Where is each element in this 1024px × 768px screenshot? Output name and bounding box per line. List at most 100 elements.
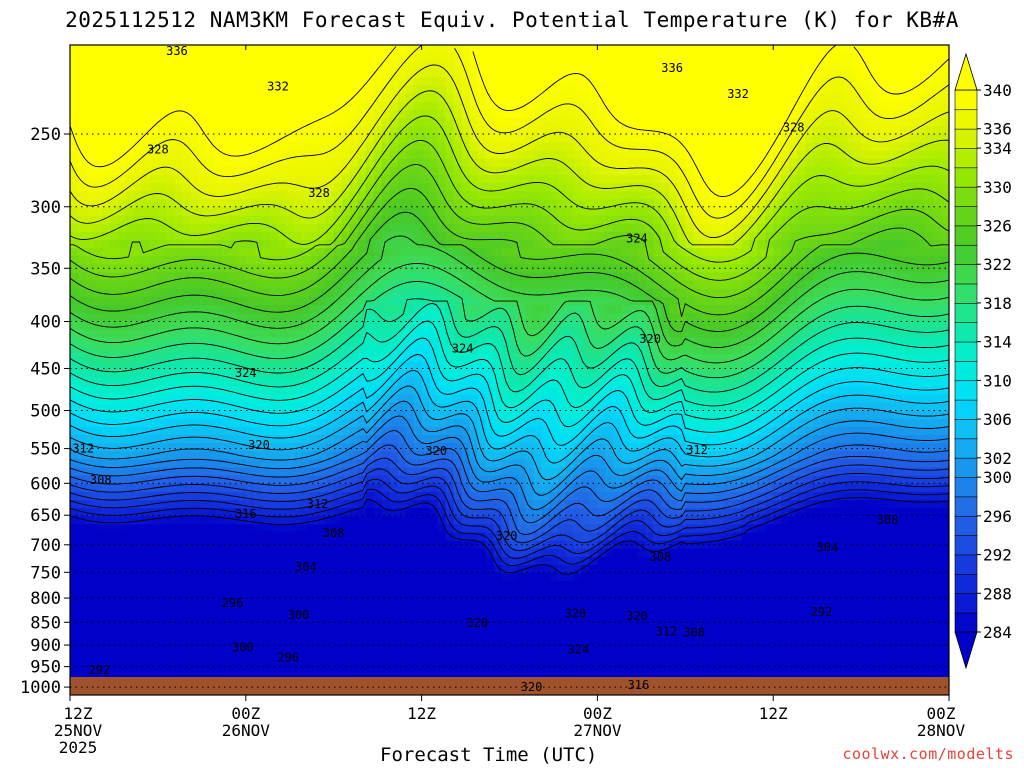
contour-label-21: 312	[686, 443, 708, 457]
ytick-label-400: 400	[30, 313, 61, 333]
contour-label-7: 324	[626, 232, 648, 246]
colorbar-swatch-322	[954, 244, 978, 265]
contour-324	[70, 211, 949, 333]
xtick-label-48-0: 12Z	[759, 704, 788, 723]
contour-label-31: 304	[817, 541, 839, 555]
colorbar-label-300: 300	[983, 468, 1012, 487]
colorbar-label-340: 340	[983, 81, 1012, 100]
contour-304	[70, 385, 949, 481]
credit-text: coolwx.com/modelts	[842, 745, 1014, 763]
chart-title: 2025112512 NAM3KM Forecast Equiv. Potent…	[65, 8, 959, 32]
colorbar-label-292: 292	[983, 546, 1012, 565]
contour-332	[70, 115, 949, 263]
contour-label-35: 296	[277, 650, 299, 664]
colorbar-label-336: 336	[983, 120, 1012, 139]
colorbar-swatch-306	[954, 399, 978, 420]
xtick-label-0-0: 12Z	[64, 704, 93, 723]
xtick-label-60-1: 28NOV	[917, 721, 966, 740]
contour-label-16: 320	[626, 609, 648, 623]
colorbar-swatch-286	[954, 592, 978, 614]
ytick-label-900: 900	[30, 636, 61, 656]
colorbar-label-288: 288	[983, 584, 1012, 603]
contour-label-24: 308	[90, 473, 112, 487]
contour-label-6: 328	[308, 186, 330, 200]
colorbar-swatch-332	[954, 147, 978, 169]
colorbar-swatch-300	[954, 457, 978, 478]
contour-label-12: 320	[425, 444, 447, 458]
theta-e-field	[70, 45, 949, 695]
ytick-label-500: 500	[30, 402, 61, 422]
contour-312	[70, 320, 949, 420]
contour-label-15: 320	[565, 607, 587, 621]
contour-320	[70, 263, 949, 364]
ground-surface	[70, 677, 949, 695]
colorbar-swatch-324	[954, 225, 978, 246]
contour-label-36: 292	[88, 663, 110, 677]
contour-288	[70, 488, 949, 567]
y-axis: 250 300 350 400 450 500 550 600 650 700 750 800 850 9…	[20, 125, 70, 698]
contour-296	[70, 444, 949, 535]
colorbar-swatch-308	[954, 380, 978, 401]
ytick-label-850: 850	[30, 613, 61, 633]
contour-label-13: 320	[496, 529, 518, 543]
ytick-label-800: 800	[30, 589, 61, 609]
ytick-label-600: 600	[30, 474, 61, 494]
x-axis-label: Forecast Time (UTC)	[380, 744, 598, 766]
contour-label-26: 308	[323, 526, 345, 540]
colorbar-swatch-318	[954, 283, 978, 304]
contour-label-19: 316	[628, 678, 650, 692]
contour-306	[70, 369, 949, 464]
contour-label-25: 308	[877, 513, 899, 527]
colorbar-swatch-312	[954, 341, 978, 362]
xtick-label-60-0: 00Z	[927, 704, 956, 723]
contour-308	[70, 353, 949, 446]
ytick-label-1000: 1000	[20, 678, 61, 698]
contour-label-11: 320	[248, 438, 270, 452]
contour-label-37: 292	[811, 605, 833, 619]
colorbar-swatch-296	[954, 496, 978, 517]
colorbar-swatch-336	[954, 109, 978, 130]
colorbar-swatch-314	[954, 321, 978, 343]
colorbar-swatch-288	[954, 573, 978, 594]
xtick-label-0-2: 2025	[59, 738, 98, 757]
ytick-label-950: 950	[30, 658, 61, 678]
colorbar-swatch-320	[954, 263, 978, 285]
contour-label-17: 320	[521, 680, 543, 694]
ytick-label-300: 300	[30, 198, 61, 218]
colorbar-label-302: 302	[983, 449, 1012, 468]
colorbar-swatch-294	[954, 515, 978, 536]
contour-290	[70, 478, 949, 559]
contour-314	[70, 302, 949, 407]
colorbar-swatch-338	[954, 89, 978, 111]
contour-label-3: 332	[727, 87, 749, 101]
colorbar-swatch-292	[954, 534, 978, 556]
contour-label-14: 320	[466, 616, 488, 630]
xtick-label-12-0: 00Z	[231, 704, 260, 723]
contour-294	[70, 457, 949, 544]
contour-label-30: 304	[295, 560, 317, 574]
colorbar-label-318: 318	[983, 294, 1012, 313]
contour-322	[70, 235, 949, 348]
contour-label-22: 312	[307, 497, 329, 511]
colorbar-label-284: 284	[983, 623, 1012, 642]
ytick-label-450: 450	[30, 360, 61, 380]
contour-316	[70, 298, 949, 393]
contour-label-23: 312	[655, 625, 677, 639]
colorbar-label-306: 306	[983, 410, 1012, 429]
colorbar-label-310: 310	[983, 371, 1012, 390]
ytick-label-550: 550	[30, 440, 61, 460]
colorbar-label-326: 326	[983, 217, 1012, 236]
contour-label-33: 300	[288, 608, 310, 622]
contour-300	[70, 415, 949, 511]
contour-336	[70, 64, 949, 239]
ytick-label-650: 650	[30, 506, 61, 526]
contour-label-27: 308	[650, 550, 672, 564]
colorbar-extend-top	[954, 52, 978, 91]
pressure-gridlines	[70, 133, 949, 688]
contour-label-9: 324	[452, 342, 474, 356]
colorbar-label-330: 330	[983, 178, 1012, 197]
contour-340	[70, 45, 949, 198]
contour-302	[70, 400, 949, 496]
